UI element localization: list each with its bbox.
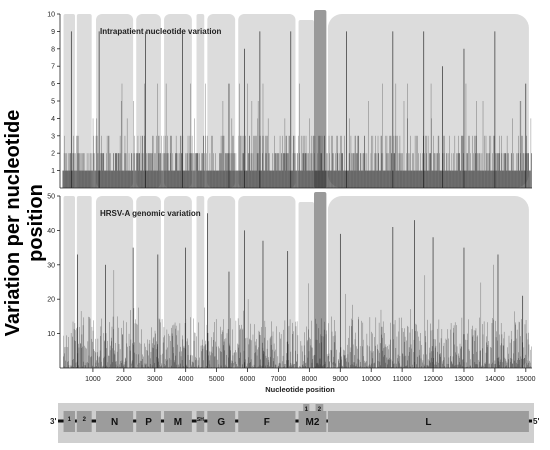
y-tick-label: 20: [47, 297, 55, 304]
y-tick-label: 40: [47, 228, 55, 235]
genome-end-3prime: 3': [50, 417, 56, 426]
y-tick-label: 30: [47, 262, 55, 269]
gene-box-g: [207, 411, 236, 432]
gene-box-f: [238, 411, 296, 432]
x-tick-label: 13000: [454, 376, 474, 383]
gene-box-m2: [298, 411, 327, 432]
gene-region-ns2: [76, 14, 92, 188]
gene-region-g: [207, 14, 236, 188]
gene-region-sh: [196, 14, 205, 188]
gene-region-f: [238, 196, 296, 368]
y-tick-label: 9: [51, 29, 55, 36]
y-tick-label: 50: [47, 194, 55, 201]
x-tick-label: 4000: [178, 376, 194, 383]
small-gene-label: 2: [318, 407, 322, 413]
x-tick-label: 8000: [302, 376, 318, 383]
gene-box-m: [164, 411, 192, 432]
x-tick-label: 10000: [361, 376, 381, 383]
genome-map: 3' 5' N P M G F M2 L 1 2 SH 1 2: [50, 403, 539, 443]
intrapatient-panel-title: Intrapatient nucleotide variation: [100, 27, 221, 36]
y-axis-label: Variation per nucleotide position: [2, 109, 47, 337]
gene-region-m2-1: [298, 20, 315, 188]
gene-region-ns1: [63, 14, 75, 188]
x-tick-label: 3000: [147, 376, 163, 383]
x-tick-label: 2000: [116, 376, 132, 383]
genomic-panel-title: HRSV-A genomic variation: [100, 209, 201, 218]
small-gene-box: [196, 411, 205, 432]
gene-region-l: [327, 196, 529, 368]
genomic-bars: [62, 213, 532, 368]
gene-region-n: [96, 14, 134, 188]
gene-label-p: P: [145, 417, 152, 428]
gene-region-m2-1: [298, 202, 315, 368]
small-gene-label: 2: [83, 417, 87, 423]
gene-label-f: F: [264, 417, 270, 428]
gene-label-m2: M2: [306, 417, 320, 428]
gene-region-ns2: [76, 196, 92, 368]
small-gene-box: [303, 404, 310, 413]
gene-region-p: [136, 196, 161, 368]
gene-box-n: [96, 411, 134, 432]
x-tick-label: 12000: [423, 376, 443, 383]
y-tick-label: 3: [51, 133, 55, 140]
gene-region-f: [238, 14, 296, 188]
gene-label-g: G: [217, 417, 225, 428]
gene-label-l: L: [425, 417, 431, 428]
x-tick-label: 5000: [209, 376, 225, 383]
gene-region-m2-2: [314, 10, 327, 188]
gene-label-m: M: [174, 417, 182, 428]
y-tick-label: 5: [51, 99, 55, 106]
x-axis-label: Nucleotide position: [265, 385, 335, 394]
small-gene-label: 1: [305, 407, 309, 413]
intrapatient-variation-panel: Intrapatient nucleotide variation 1 2 3 4 5 6…: [47, 10, 532, 189]
y-tick-label: 1: [51, 168, 55, 175]
x-tick-label: 14000: [485, 376, 505, 383]
small-gene-box: [315, 404, 324, 413]
intrapatient-bars: [62, 31, 532, 188]
genome-end-5prime: 5': [533, 417, 539, 426]
genomic-variation-panel: HRSV-A genomic variation 10 20 30 40 50: [47, 192, 532, 369]
x-tick-label: 11000: [393, 376, 412, 383]
gene-box-p: [136, 411, 161, 432]
x-tick-label: 1000: [85, 376, 101, 383]
gene-box-l: [327, 411, 529, 432]
gene-region-g: [207, 196, 236, 368]
y-tick-label: 6: [51, 81, 55, 88]
x-tick-label: 7000: [271, 376, 287, 383]
y-tick-label: 2: [51, 151, 55, 158]
gene-region-m2-2: [314, 192, 327, 368]
x-tick-label: 15000: [516, 376, 536, 383]
gene-region-sh: [196, 196, 205, 368]
small-gene-label: SH: [197, 417, 204, 423]
x-tick-label: 6000: [240, 376, 256, 383]
y-tick-label: 10: [47, 331, 55, 338]
y-tick-label: 10: [47, 12, 55, 19]
x-tick-label: 9000: [333, 376, 349, 383]
x-axis: Nucleotide position 1000 2000 3000 4000 5000…: [85, 368, 536, 394]
y-tick-label: 8: [51, 46, 55, 53]
gene-label-n: N: [111, 417, 118, 428]
y-tick-label: 4: [51, 116, 55, 123]
small-gene-label: 1: [68, 417, 72, 423]
small-gene-box: [63, 411, 75, 432]
small-gene-box: [76, 411, 92, 432]
y-tick-label: 7: [51, 64, 55, 71]
gene-region-ns1: [63, 196, 75, 368]
